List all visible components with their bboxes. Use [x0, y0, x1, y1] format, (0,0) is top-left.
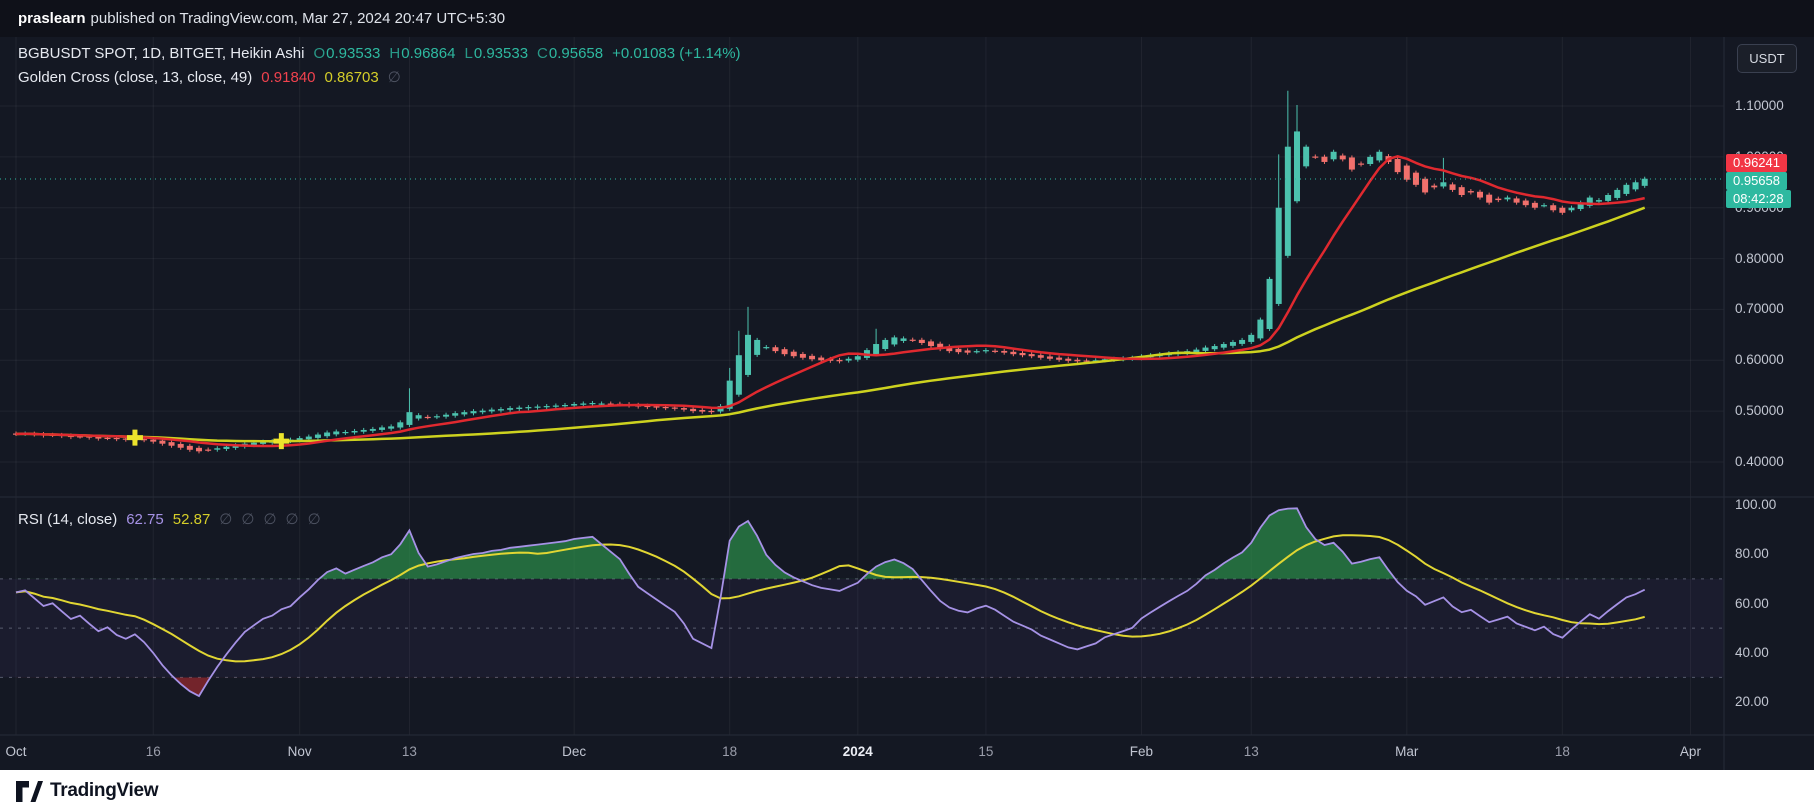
tradingview-wordmark: TradingView [50, 780, 159, 801]
price-badge-red: 0.96241 [1726, 154, 1787, 172]
price-axis-label: 0.60000 [1735, 352, 1784, 368]
attribution-bar: praslearn published on TradingView.com, … [0, 0, 1814, 37]
rsi-title[interactable]: RSI (14, close) [18, 510, 118, 528]
hidden-plot-icon[interactable]: ∅ [387, 69, 401, 86]
hidden-plot-icon[interactable]: ∅ [263, 511, 277, 528]
ohlc-high: H 0.96864 [389, 45, 456, 62]
footer-bar: TradingView [0, 770, 1814, 812]
price-axis-label: 0.80000 [1735, 250, 1784, 266]
rsi-axis-label: 100.00 [1735, 497, 1777, 512]
time-axis-label: Oct [5, 744, 27, 759]
rsi-value: 62.75 [126, 510, 164, 528]
golden-cross-legend[interactable]: Golden Cross (close, 13, close, 49) 0.91… [18, 68, 401, 87]
hidden-plot-icon[interactable]: ∅ [285, 511, 299, 528]
time-axis-label: 18 [722, 744, 738, 759]
author-name: praslearn [18, 10, 86, 27]
time-axis-label: 13 [1243, 744, 1259, 759]
price-axis-label: 0.70000 [1735, 301, 1784, 317]
time-axis-label: Mar [1395, 744, 1419, 759]
hidden-plot-icon[interactable]: ∅ [219, 511, 233, 528]
chart-canvas[interactable] [0, 37, 1814, 770]
currency-toggle-button[interactable]: USDT [1737, 44, 1797, 73]
tradingview-logo[interactable]: TradingView [16, 780, 159, 802]
time-axis-label: Nov [287, 744, 312, 759]
ohlc-open: O 0.93533 [313, 45, 381, 62]
last-price-badge: 0.95658 [1726, 172, 1787, 190]
price-axis[interactable]: 1.100001.000000.900000.800000.700000.600… [1724, 37, 1814, 770]
symbol-title[interactable]: BGBUSDT SPOT, 1D, BITGET, Heikin Ashi [18, 45, 305, 62]
time-axis-label: Feb [1129, 744, 1154, 759]
time-axis[interactable]: Oct 16 Nov 13 Dec 18 2024 15 Feb 13 Mar 18 Apr [0, 735, 1724, 770]
attribution-text: published on TradingView.com, Mar 27, 20… [90, 10, 506, 27]
rsi-axis-label: 40.00 [1735, 644, 1769, 660]
time-axis-label: Apr [1679, 744, 1701, 759]
price-axis-label: 1.10000 [1735, 98, 1784, 113]
bar-countdown-badge: 08:42:28 [1726, 190, 1791, 208]
hidden-plot-icon[interactable]: ∅ [241, 511, 255, 528]
tradingview-logo-icon [16, 780, 43, 802]
change-value: +0.01083 (+1.14%) [612, 45, 741, 62]
rsi-ma-value: 52.87 [172, 510, 211, 528]
time-axis-label: 13 [401, 744, 417, 759]
rsi-axis-label: 80.00 [1735, 546, 1769, 562]
time-axis-label: Dec [562, 744, 587, 759]
rsi-axis-label: 20.00 [1735, 694, 1769, 709]
hidden-plot-icon[interactable]: ∅ [307, 511, 321, 528]
time-axis-label: 18 [1554, 744, 1570, 759]
golden-cross-fast-value: 0.91840 [261, 68, 316, 86]
time-axis-label: 2024 [842, 744, 873, 759]
price-axis-label: 0.50000 [1735, 403, 1784, 419]
price-axis-label: 0.40000 [1735, 453, 1784, 469]
ohlc-low: L 0.93533 [464, 45, 529, 62]
rsi-axis-label: 60.00 [1735, 595, 1769, 611]
ohlc-close: C 0.95658 [537, 45, 604, 62]
time-axis-label: 15 [978, 744, 994, 759]
rsi-legend[interactable]: RSI (14, close) 62.75 52.87 ∅ ∅ ∅ ∅ ∅ [18, 510, 321, 529]
golden-cross-title[interactable]: Golden Cross (close, 13, close, 49) [18, 68, 253, 86]
golden-cross-slow-value: 0.86703 [324, 68, 379, 86]
time-axis-label: 16 [145, 744, 161, 759]
